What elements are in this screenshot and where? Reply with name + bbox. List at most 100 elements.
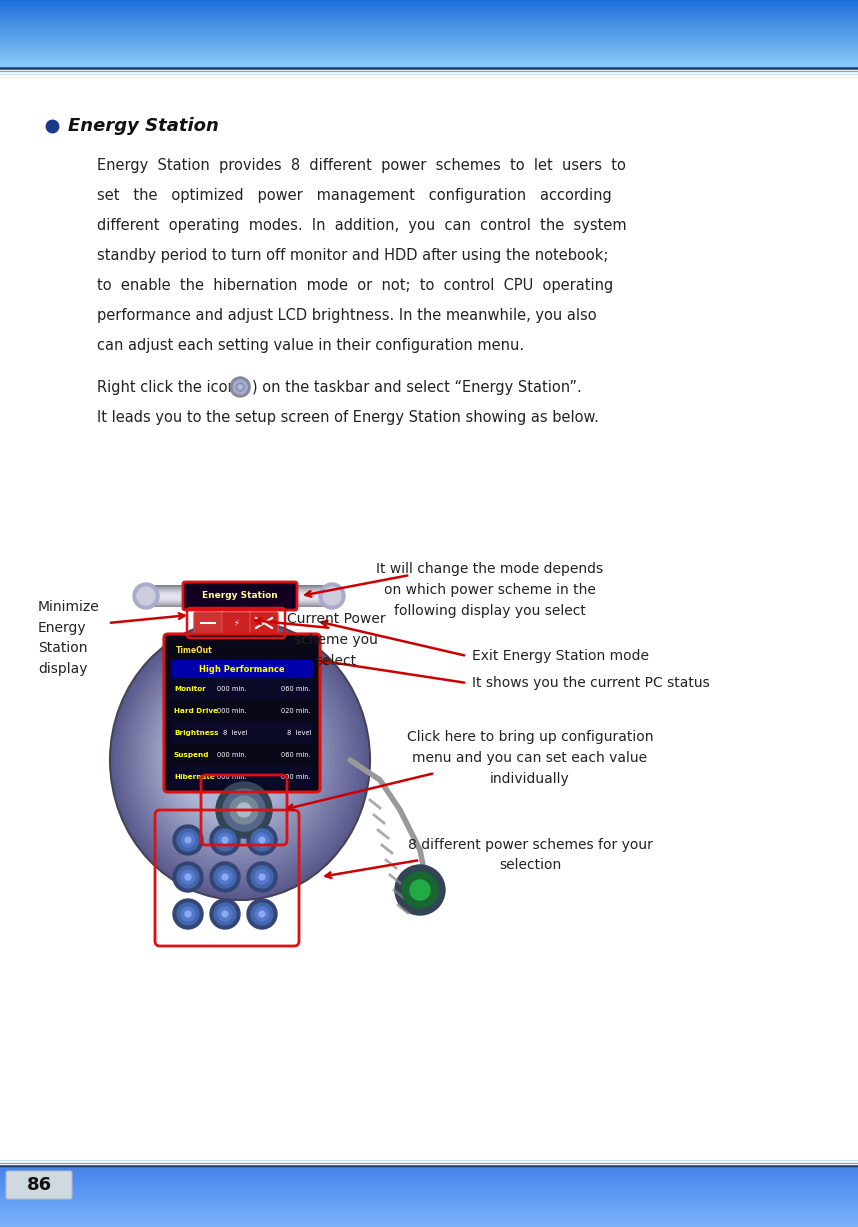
Ellipse shape (134, 648, 339, 869)
Ellipse shape (172, 691, 291, 820)
Circle shape (239, 385, 242, 389)
FancyBboxPatch shape (183, 582, 297, 610)
Circle shape (402, 872, 438, 908)
Text: can adjust each setting value in their configuration menu.: can adjust each setting value in their c… (97, 337, 524, 353)
Circle shape (255, 833, 269, 847)
Text: Energy  Station  provides  8  different  power  schemes  to  let  users  to: Energy Station provides 8 different powe… (97, 158, 625, 173)
Circle shape (236, 383, 245, 391)
Ellipse shape (154, 671, 313, 842)
Circle shape (173, 825, 203, 855)
Text: Minimize
Energy
Station
display: Minimize Energy Station display (38, 600, 100, 676)
Circle shape (237, 802, 251, 817)
Circle shape (177, 866, 199, 888)
Text: Brightness: Brightness (174, 730, 219, 736)
Text: Hibernate: Hibernate (174, 774, 214, 780)
Ellipse shape (130, 644, 343, 874)
Circle shape (410, 880, 430, 899)
Ellipse shape (117, 628, 361, 891)
Text: 000 min.: 000 min. (281, 774, 311, 780)
Text: set   the   optimized   power   management   configuration   according: set the optimized power management confi… (97, 188, 612, 202)
Text: Click here to bring up configuration
menu and you can set each value
individuall: Click here to bring up configuration men… (407, 730, 653, 785)
Circle shape (181, 907, 195, 921)
Text: 86: 86 (27, 1175, 51, 1194)
Circle shape (247, 863, 277, 892)
Circle shape (185, 874, 191, 880)
Circle shape (181, 833, 195, 847)
Circle shape (395, 865, 445, 915)
Circle shape (214, 903, 236, 925)
Circle shape (218, 833, 232, 847)
Circle shape (214, 829, 236, 852)
Circle shape (251, 829, 273, 852)
Bar (171, 660, 313, 679)
Text: 060 min.: 060 min. (281, 686, 311, 692)
Bar (171, 766, 313, 788)
Ellipse shape (144, 659, 326, 855)
Ellipse shape (141, 655, 330, 860)
Text: Suspend: Suspend (174, 752, 209, 758)
Ellipse shape (110, 620, 370, 899)
Circle shape (259, 910, 265, 917)
Circle shape (223, 789, 265, 831)
Ellipse shape (148, 664, 322, 852)
Text: 020 min.: 020 min. (281, 708, 311, 714)
Text: It will change the mode depends
on which power scheme in the
following display y: It will change the mode depends on which… (377, 562, 603, 617)
Circle shape (259, 874, 265, 880)
Ellipse shape (120, 632, 357, 887)
Text: It leads you to the setup screen of Energy Station showing as below.: It leads you to the setup screen of Ener… (97, 410, 599, 425)
Text: It shows you the current PC status: It shows you the current PC status (472, 676, 710, 690)
FancyBboxPatch shape (250, 612, 278, 634)
Circle shape (210, 899, 240, 929)
Ellipse shape (168, 687, 295, 825)
Text: Current Power
scheme you
select: Current Power scheme you select (287, 612, 385, 667)
Text: standby period to turn off monitor and HDD after using the notebook;: standby period to turn off monitor and H… (97, 248, 608, 263)
Ellipse shape (137, 652, 335, 864)
Circle shape (323, 587, 341, 605)
Circle shape (222, 874, 228, 880)
Circle shape (319, 583, 345, 609)
Text: Right click the icon (: Right click the icon ( (97, 380, 247, 395)
Circle shape (214, 866, 236, 888)
Ellipse shape (127, 639, 348, 877)
Text: different  operating  modes.  In  addition,  you  can  control  the  system: different operating modes. In addition, … (97, 218, 626, 233)
Circle shape (185, 837, 191, 843)
Circle shape (133, 583, 159, 609)
Text: Hard Drive: Hard Drive (174, 708, 218, 714)
Circle shape (137, 587, 155, 605)
Circle shape (177, 903, 199, 925)
Bar (171, 679, 313, 699)
Text: 000 min.: 000 min. (217, 774, 247, 780)
FancyBboxPatch shape (164, 634, 320, 791)
FancyBboxPatch shape (194, 612, 222, 634)
Circle shape (251, 866, 273, 888)
Ellipse shape (174, 694, 287, 816)
Circle shape (218, 907, 232, 921)
Text: Energy Station: Energy Station (68, 117, 219, 135)
Text: 000 min.: 000 min. (217, 708, 247, 714)
Circle shape (233, 380, 247, 394)
Text: 8 different power schemes for your
selection: 8 different power schemes for your selec… (408, 838, 652, 872)
Circle shape (247, 825, 277, 855)
Ellipse shape (158, 675, 308, 838)
Circle shape (247, 899, 277, 929)
Text: Monitor: Monitor (174, 686, 206, 692)
Circle shape (216, 782, 272, 838)
Ellipse shape (113, 625, 366, 896)
Text: Energy Station: Energy Station (202, 591, 278, 600)
Text: 060 min.: 060 min. (281, 752, 311, 758)
Circle shape (177, 829, 199, 852)
Ellipse shape (124, 636, 353, 882)
Circle shape (210, 863, 240, 892)
Text: ⚡: ⚡ (233, 618, 239, 627)
Text: 000 min.: 000 min. (217, 752, 247, 758)
Circle shape (185, 910, 191, 917)
Text: 8  level: 8 level (222, 730, 247, 736)
Circle shape (210, 825, 240, 855)
Text: Exit Energy Station mode: Exit Energy Station mode (472, 649, 649, 663)
Circle shape (255, 870, 269, 883)
Ellipse shape (151, 667, 317, 847)
Circle shape (173, 863, 203, 892)
Text: performance and adjust LCD brightness. In the meanwhile, you also: performance and adjust LCD brightness. I… (97, 308, 596, 323)
Circle shape (255, 907, 269, 921)
Circle shape (230, 796, 258, 825)
